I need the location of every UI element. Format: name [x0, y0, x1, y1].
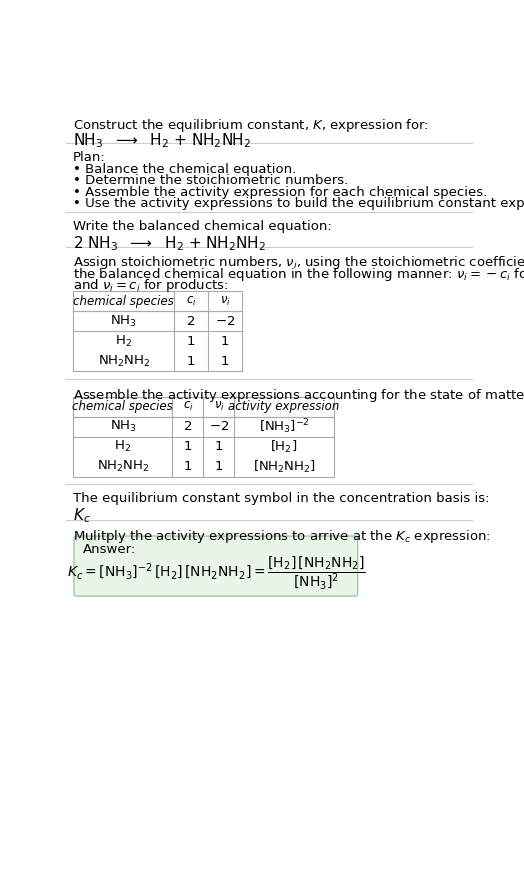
Text: chemical species: chemical species — [73, 295, 174, 308]
Text: the balanced chemical equation in the following manner: $\nu_i = -c_i$ for react: the balanced chemical equation in the fo… — [73, 266, 524, 283]
Text: H$_2$: H$_2$ — [114, 439, 132, 455]
Text: $K_c = [\mathrm{NH_3}]^{-2}\,[\mathrm{H_2}]\,[\mathrm{NH_2NH_2}] =\dfrac{[\mathr: $K_c = [\mathrm{NH_3}]^{-2}\,[\mathrm{H_… — [67, 554, 365, 590]
Text: Assemble the activity expressions accounting for the state of matter and $\nu_i$: Assemble the activity expressions accoun… — [73, 387, 524, 404]
Text: 2: 2 — [187, 314, 195, 328]
Text: [NH$_3$]$^{-2}$: [NH$_3$]$^{-2}$ — [259, 417, 310, 436]
Text: $K_c$: $K_c$ — [73, 506, 91, 525]
Text: $\nu_i$: $\nu_i$ — [214, 400, 224, 413]
Text: [NH$_2$NH$_2$]: [NH$_2$NH$_2$] — [253, 459, 315, 475]
Text: 1: 1 — [215, 440, 223, 454]
Text: • Use the activity expressions to build the equilibrium constant expression.: • Use the activity expressions to build … — [73, 197, 524, 210]
Text: NH$_2$NH$_2$: NH$_2$NH$_2$ — [97, 354, 150, 369]
FancyBboxPatch shape — [74, 536, 358, 597]
Text: • Determine the stoichiometric numbers.: • Determine the stoichiometric numbers. — [73, 174, 348, 188]
Text: chemical species: chemical species — [72, 400, 173, 413]
Text: 1: 1 — [215, 460, 223, 473]
Bar — [73, 396, 334, 477]
Text: Plan:: Plan: — [73, 151, 106, 164]
Text: Answer:: Answer: — [83, 543, 136, 556]
Text: The equilibrium constant symbol in the concentration basis is:: The equilibrium constant symbol in the c… — [73, 492, 490, 505]
Text: Construct the equilibrium constant, $K$, expression for:: Construct the equilibrium constant, $K$,… — [73, 117, 429, 134]
Text: 2: 2 — [184, 421, 192, 433]
Text: 1: 1 — [187, 335, 195, 347]
Text: and $\nu_i = c_i$ for products:: and $\nu_i = c_i$ for products: — [73, 278, 229, 295]
Text: 1: 1 — [184, 440, 192, 454]
Text: $c_i$: $c_i$ — [182, 400, 193, 413]
Bar — [73, 291, 242, 371]
Text: H$_2$: H$_2$ — [115, 334, 132, 349]
Text: Assign stoichiometric numbers, $\nu_i$, using the stoichiometric coefficients, $: Assign stoichiometric numbers, $\nu_i$, … — [73, 255, 524, 271]
Text: • Balance the chemical equation.: • Balance the chemical equation. — [73, 163, 297, 176]
Text: 1: 1 — [221, 355, 230, 368]
Text: $\nu_i$: $\nu_i$ — [220, 295, 231, 308]
Text: Mulitply the activity expressions to arrive at the $K_c$ expression:: Mulitply the activity expressions to arr… — [73, 528, 491, 545]
Text: • Assemble the activity expression for each chemical species.: • Assemble the activity expression for e… — [73, 186, 487, 199]
Text: Write the balanced chemical equation:: Write the balanced chemical equation: — [73, 220, 332, 232]
Text: $-2$: $-2$ — [215, 314, 235, 328]
Text: NH$_3$: NH$_3$ — [110, 419, 136, 434]
Text: activity expression: activity expression — [228, 400, 340, 413]
Text: NH$_3$  $\longrightarrow$  H$_2$ + NH$_2$NH$_2$: NH$_3$ $\longrightarrow$ H$_2$ + NH$_2$N… — [73, 131, 252, 150]
Text: [H$_2$]: [H$_2$] — [270, 438, 298, 455]
Text: $c_i$: $c_i$ — [185, 295, 196, 308]
Text: 1: 1 — [187, 355, 195, 368]
Text: NH$_3$: NH$_3$ — [111, 313, 137, 329]
Text: 1: 1 — [221, 335, 230, 347]
Text: NH$_2$NH$_2$: NH$_2$NH$_2$ — [97, 459, 149, 474]
Text: 2 NH$_3$  $\longrightarrow$  H$_2$ + NH$_2$NH$_2$: 2 NH$_3$ $\longrightarrow$ H$_2$ + NH$_2… — [73, 234, 266, 253]
Text: 1: 1 — [184, 460, 192, 473]
Text: $-2$: $-2$ — [209, 421, 229, 433]
